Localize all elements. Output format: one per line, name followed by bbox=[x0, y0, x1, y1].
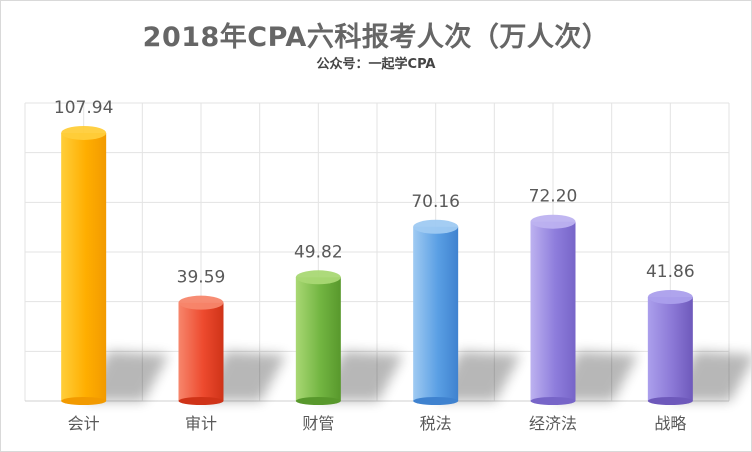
category-label: 会计 bbox=[68, 414, 100, 433]
bar-cap bbox=[647, 290, 693, 305]
data-label: 49.82 bbox=[294, 242, 343, 262]
bar-base bbox=[413, 397, 459, 405]
bar bbox=[413, 226, 459, 401]
chart-title: 2018年CPA六科报考人次（万人次） bbox=[142, 22, 610, 53]
data-label: 41.86 bbox=[646, 262, 695, 282]
bar-cap bbox=[295, 270, 341, 285]
data-label: 107.94 bbox=[54, 98, 113, 118]
bar-base bbox=[61, 397, 107, 405]
data-label: 39.59 bbox=[177, 268, 226, 288]
data-label: 70.16 bbox=[411, 192, 460, 212]
bar-cap bbox=[413, 219, 459, 234]
bar bbox=[178, 302, 224, 401]
category-label: 战略 bbox=[654, 414, 686, 433]
bar-base bbox=[295, 397, 341, 405]
bar bbox=[295, 277, 341, 401]
bar-base bbox=[178, 397, 224, 405]
category-label: 审计 bbox=[185, 414, 217, 433]
category-label: 税法 bbox=[420, 414, 452, 433]
category-label: 财管 bbox=[302, 414, 334, 433]
bar-cap bbox=[61, 125, 107, 140]
bar bbox=[61, 132, 107, 401]
bar-cap bbox=[530, 214, 576, 229]
bar bbox=[647, 297, 693, 401]
bar-base bbox=[647, 397, 693, 405]
data-label: 72.20 bbox=[529, 187, 578, 207]
category-label: 经济法 bbox=[529, 414, 577, 433]
bar-base bbox=[530, 397, 576, 405]
bar-cap bbox=[178, 295, 224, 310]
chart-subtitle: 公众号：一起学CPA bbox=[316, 57, 436, 72]
bar bbox=[530, 221, 576, 401]
